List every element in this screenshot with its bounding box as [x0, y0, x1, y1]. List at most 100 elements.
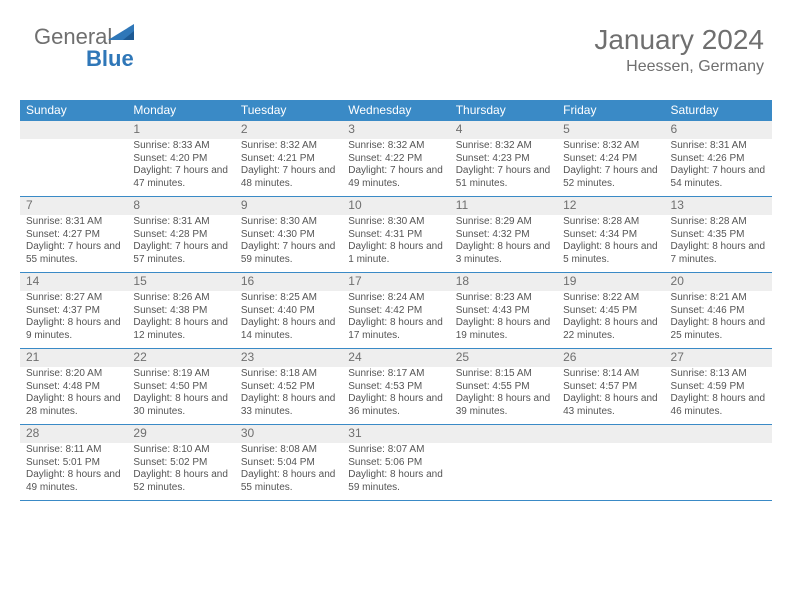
sunrise-text: Sunrise: 8:31 AM: [671, 140, 766, 153]
daylight-text: Daylight: 8 hours and 7 minutes.: [671, 241, 766, 266]
day-cell: 13Sunrise: 8:28 AMSunset: 4:35 PMDayligh…: [665, 197, 772, 272]
sunrise-text: Sunrise: 8:18 AM: [241, 368, 336, 381]
title-block: January 2024 Heessen, Germany: [594, 24, 764, 76]
sunset-text: Sunset: 4:53 PM: [348, 381, 443, 394]
sunrise-text: Sunrise: 8:32 AM: [456, 140, 551, 153]
day-cell: [665, 425, 772, 500]
day-number: 13: [665, 197, 772, 215]
sunset-text: Sunset: 5:02 PM: [133, 457, 228, 470]
day-details: Sunrise: 8:28 AMSunset: 4:34 PMDaylight:…: [563, 216, 658, 266]
week-row: 14Sunrise: 8:27 AMSunset: 4:37 PMDayligh…: [20, 273, 772, 349]
sunrise-text: Sunrise: 8:32 AM: [563, 140, 658, 153]
sunrise-text: Sunrise: 8:14 AM: [563, 368, 658, 381]
daylight-text: Daylight: 7 hours and 54 minutes.: [671, 165, 766, 190]
sunset-text: Sunset: 4:31 PM: [348, 229, 443, 242]
day-cell: 3Sunrise: 8:32 AMSunset: 4:22 PMDaylight…: [342, 121, 449, 196]
sunset-text: Sunset: 4:23 PM: [456, 153, 551, 166]
daylight-text: Daylight: 7 hours and 57 minutes.: [133, 241, 228, 266]
day-details: Sunrise: 8:33 AMSunset: 4:20 PMDaylight:…: [133, 140, 228, 190]
day-cell: 26Sunrise: 8:14 AMSunset: 4:57 PMDayligh…: [557, 349, 664, 424]
sunset-text: Sunset: 4:52 PM: [241, 381, 336, 394]
sunrise-text: Sunrise: 8:17 AM: [348, 368, 443, 381]
sunset-text: Sunset: 4:45 PM: [563, 305, 658, 318]
day-number: 23: [235, 349, 342, 367]
day-details: Sunrise: 8:17 AMSunset: 4:53 PMDaylight:…: [348, 368, 443, 418]
brand-part2: Blue: [86, 46, 134, 71]
day-cell: 17Sunrise: 8:24 AMSunset: 4:42 PMDayligh…: [342, 273, 449, 348]
day-details: Sunrise: 8:15 AMSunset: 4:55 PMDaylight:…: [456, 368, 551, 418]
day-cell: 28Sunrise: 8:11 AMSunset: 5:01 PMDayligh…: [20, 425, 127, 500]
day-number: 20: [665, 273, 772, 291]
day-number: 21: [20, 349, 127, 367]
day-details: Sunrise: 8:18 AMSunset: 4:52 PMDaylight:…: [241, 368, 336, 418]
sunrise-text: Sunrise: 8:15 AM: [456, 368, 551, 381]
day-cell: 9Sunrise: 8:30 AMSunset: 4:30 PMDaylight…: [235, 197, 342, 272]
daylight-text: Daylight: 8 hours and 17 minutes.: [348, 317, 443, 342]
daylight-text: Daylight: 8 hours and 46 minutes.: [671, 393, 766, 418]
sunrise-text: Sunrise: 8:31 AM: [133, 216, 228, 229]
day-details: Sunrise: 8:28 AMSunset: 4:35 PMDaylight:…: [671, 216, 766, 266]
daylight-text: Daylight: 8 hours and 36 minutes.: [348, 393, 443, 418]
sunrise-text: Sunrise: 8:27 AM: [26, 292, 121, 305]
daylight-text: Daylight: 8 hours and 49 minutes.: [26, 469, 121, 494]
day-number: 7: [20, 197, 127, 215]
day-cell: 5Sunrise: 8:32 AMSunset: 4:24 PMDaylight…: [557, 121, 664, 196]
day-number: 2: [235, 121, 342, 139]
day-details: Sunrise: 8:20 AMSunset: 4:48 PMDaylight:…: [26, 368, 121, 418]
sunset-text: Sunset: 4:50 PM: [133, 381, 228, 394]
sunrise-text: Sunrise: 8:31 AM: [26, 216, 121, 229]
sunset-text: Sunset: 4:46 PM: [671, 305, 766, 318]
day-number: 16: [235, 273, 342, 291]
sunrise-text: Sunrise: 8:29 AM: [456, 216, 551, 229]
daylight-text: Daylight: 8 hours and 39 minutes.: [456, 393, 551, 418]
daylight-text: Daylight: 8 hours and 9 minutes.: [26, 317, 121, 342]
day-cell: 31Sunrise: 8:07 AMSunset: 5:06 PMDayligh…: [342, 425, 449, 500]
brand-logo: General Blue: [34, 24, 112, 76]
sunset-text: Sunset: 4:37 PM: [26, 305, 121, 318]
day-number: 10: [342, 197, 449, 215]
sunset-text: Sunset: 4:22 PM: [348, 153, 443, 166]
day-cell: 7Sunrise: 8:31 AMSunset: 4:27 PMDaylight…: [20, 197, 127, 272]
sunset-text: Sunset: 4:35 PM: [671, 229, 766, 242]
daylight-text: Daylight: 8 hours and 52 minutes.: [133, 469, 228, 494]
day-details: Sunrise: 8:08 AMSunset: 5:04 PMDaylight:…: [241, 444, 336, 494]
sunset-text: Sunset: 4:28 PM: [133, 229, 228, 242]
sunset-text: Sunset: 4:48 PM: [26, 381, 121, 394]
sunset-text: Sunset: 4:43 PM: [456, 305, 551, 318]
day-number: 5: [557, 121, 664, 139]
week-row: 7Sunrise: 8:31 AMSunset: 4:27 PMDaylight…: [20, 197, 772, 273]
day-cell: 8Sunrise: 8:31 AMSunset: 4:28 PMDaylight…: [127, 197, 234, 272]
day-details: Sunrise: 8:26 AMSunset: 4:38 PMDaylight:…: [133, 292, 228, 342]
day-number: 12: [557, 197, 664, 215]
sunset-text: Sunset: 5:06 PM: [348, 457, 443, 470]
day-details: Sunrise: 8:10 AMSunset: 5:02 PMDaylight:…: [133, 444, 228, 494]
page: General Blue January 2024 Heessen, Germa…: [0, 0, 792, 612]
day-details: Sunrise: 8:27 AMSunset: 4:37 PMDaylight:…: [26, 292, 121, 342]
daylight-text: Daylight: 7 hours and 59 minutes.: [241, 241, 336, 266]
sunrise-text: Sunrise: 8:30 AM: [348, 216, 443, 229]
day-details: Sunrise: 8:25 AMSunset: 4:40 PMDaylight:…: [241, 292, 336, 342]
day-cell: 22Sunrise: 8:19 AMSunset: 4:50 PMDayligh…: [127, 349, 234, 424]
sunset-text: Sunset: 5:01 PM: [26, 457, 121, 470]
daylight-text: Daylight: 8 hours and 19 minutes.: [456, 317, 551, 342]
day-details: Sunrise: 8:31 AMSunset: 4:26 PMDaylight:…: [671, 140, 766, 190]
day-cell: 16Sunrise: 8:25 AMSunset: 4:40 PMDayligh…: [235, 273, 342, 348]
sunrise-text: Sunrise: 8:13 AM: [671, 368, 766, 381]
sunrise-text: Sunrise: 8:24 AM: [348, 292, 443, 305]
day-details: Sunrise: 8:19 AMSunset: 4:50 PMDaylight:…: [133, 368, 228, 418]
day-details: Sunrise: 8:24 AMSunset: 4:42 PMDaylight:…: [348, 292, 443, 342]
day-details: Sunrise: 8:32 AMSunset: 4:23 PMDaylight:…: [456, 140, 551, 190]
day-number: 22: [127, 349, 234, 367]
sunset-text: Sunset: 4:55 PM: [456, 381, 551, 394]
day-details: Sunrise: 8:21 AMSunset: 4:46 PMDaylight:…: [671, 292, 766, 342]
day-cell: 12Sunrise: 8:28 AMSunset: 4:34 PMDayligh…: [557, 197, 664, 272]
day-number: 4: [450, 121, 557, 139]
daylight-text: Daylight: 8 hours and 14 minutes.: [241, 317, 336, 342]
day-cell: [20, 121, 127, 196]
day-cell: 14Sunrise: 8:27 AMSunset: 4:37 PMDayligh…: [20, 273, 127, 348]
daylight-text: Daylight: 7 hours and 49 minutes.: [348, 165, 443, 190]
day-number: [665, 425, 772, 443]
day-cell: 30Sunrise: 8:08 AMSunset: 5:04 PMDayligh…: [235, 425, 342, 500]
dow-cell: Monday: [127, 100, 234, 121]
day-cell: 19Sunrise: 8:22 AMSunset: 4:45 PMDayligh…: [557, 273, 664, 348]
